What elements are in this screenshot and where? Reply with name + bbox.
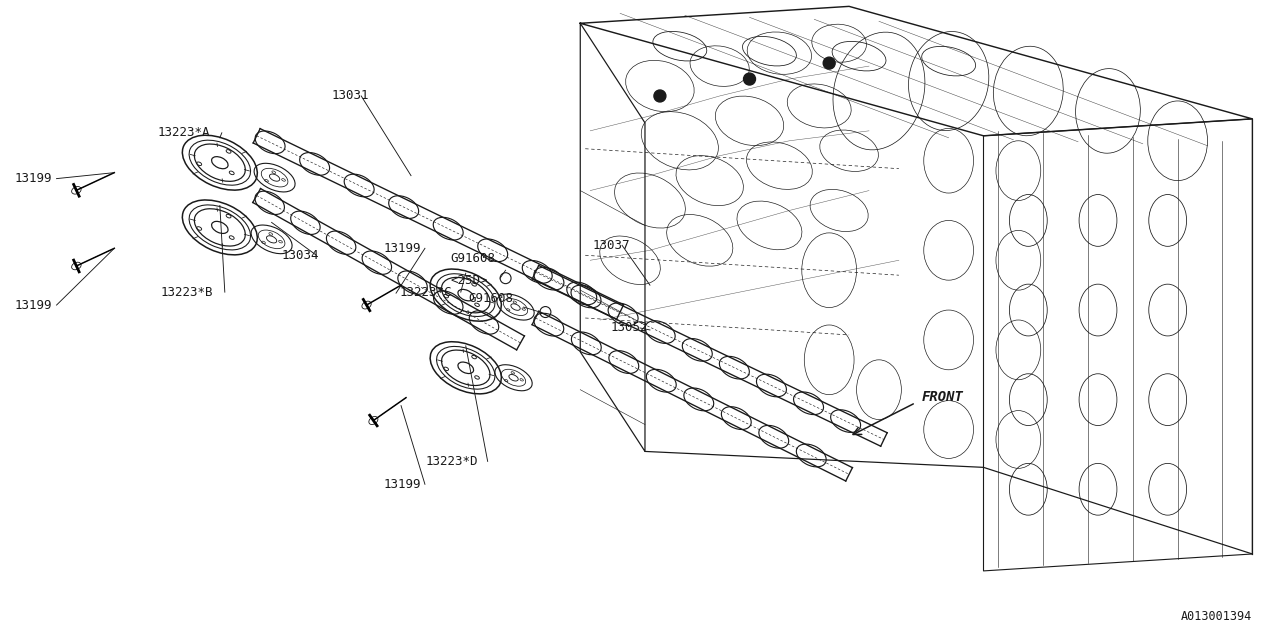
Text: 13223*D: 13223*D	[426, 455, 479, 468]
Text: 13031: 13031	[332, 90, 369, 102]
Text: 13199: 13199	[383, 478, 421, 491]
Text: 13034: 13034	[282, 249, 319, 262]
Text: 13199: 13199	[15, 299, 52, 312]
Text: FRONT: FRONT	[922, 390, 964, 404]
Text: 13199: 13199	[15, 172, 52, 185]
Circle shape	[823, 57, 835, 69]
Text: G91608: G91608	[451, 252, 495, 265]
Text: 13052: 13052	[611, 321, 648, 335]
Text: 13223*C: 13223*C	[399, 285, 452, 299]
Text: 13037: 13037	[593, 239, 630, 252]
Text: A013001394: A013001394	[1181, 610, 1252, 623]
Text: 13223*A: 13223*A	[157, 126, 210, 140]
Circle shape	[654, 90, 666, 102]
Text: 13199: 13199	[383, 242, 421, 255]
Circle shape	[744, 73, 755, 85]
Text: G91608: G91608	[468, 292, 513, 305]
Text: <25D>: <25D>	[451, 274, 489, 287]
Text: 13223*B: 13223*B	[160, 285, 212, 299]
